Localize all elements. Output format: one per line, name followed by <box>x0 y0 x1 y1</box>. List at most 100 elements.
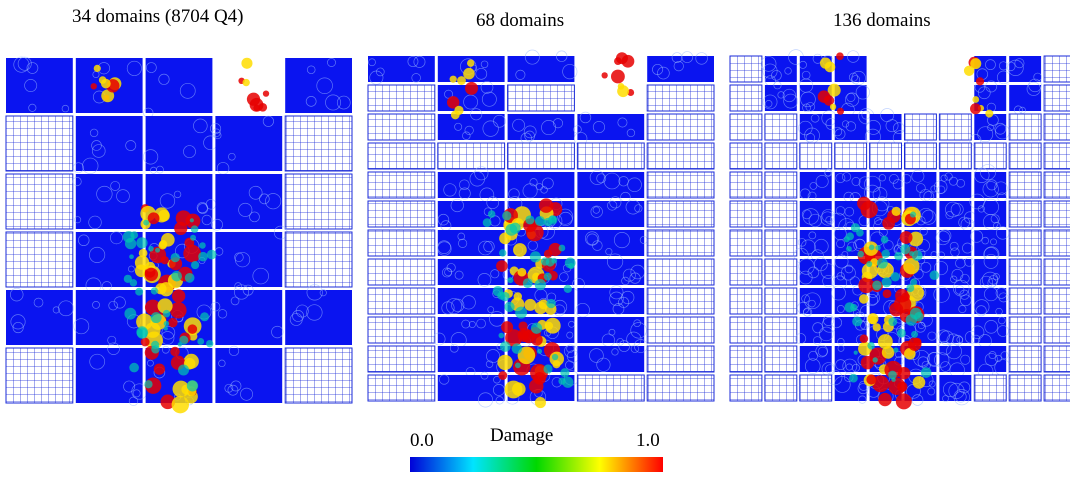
subdomain-intact <box>647 51 714 82</box>
subdomain-intact <box>834 172 872 204</box>
subdomain-mesh <box>576 142 645 170</box>
subdomain-mesh <box>1043 258 1070 286</box>
subdomain-intact <box>72 174 143 230</box>
subdomain-intact <box>974 254 1007 290</box>
subdomain-mesh <box>5 173 74 230</box>
subdomain-mesh <box>507 142 575 170</box>
subdomain-mesh <box>1008 142 1042 170</box>
subdomain-intact <box>1006 56 1043 82</box>
subdomain-mesh <box>367 142 436 170</box>
subdomain-mesh <box>1008 229 1042 257</box>
subdomain-intact <box>577 230 648 256</box>
domain-panel-34 <box>5 56 353 414</box>
subdomain-mesh <box>1043 287 1070 315</box>
subdomain-mesh <box>646 229 715 257</box>
subdomain-intact <box>795 314 838 345</box>
subdomain-intact <box>75 342 148 406</box>
subdomain-intact <box>214 225 288 290</box>
subdomain-intact <box>974 80 1007 113</box>
subdomain-mesh <box>367 84 436 112</box>
subdomain-mesh <box>834 142 868 170</box>
subdomain-mesh <box>938 113 972 141</box>
colorbar-min-label: 0.0 <box>410 430 434 451</box>
subdomain-intact <box>935 229 973 259</box>
subdomain-intact <box>762 81 799 111</box>
subdomain-mesh <box>1008 200 1042 228</box>
subdomain-mesh <box>646 113 715 141</box>
subdomain-mesh <box>764 316 798 344</box>
subdomain-intact <box>827 370 869 404</box>
subdomain-mesh <box>729 287 763 315</box>
subdomain-intact <box>832 108 875 140</box>
subdomain-mesh <box>1043 229 1070 257</box>
subdomain-mesh <box>5 231 74 288</box>
subdomain-mesh <box>5 347 74 404</box>
subdomain-mesh <box>1043 142 1070 170</box>
subdomain-intact <box>936 317 978 348</box>
subdomain-mesh <box>367 258 436 286</box>
subdomain-mesh <box>764 374 798 402</box>
subdomain-mesh <box>973 142 1007 170</box>
subdomain-intact <box>834 50 867 86</box>
subdomain-intact <box>73 116 143 174</box>
subdomain-intact <box>577 170 645 203</box>
subdomain-mesh <box>904 142 937 170</box>
subdomain-mesh <box>367 345 436 373</box>
subdomain-intact <box>799 168 833 201</box>
subdomain-intact <box>368 55 435 85</box>
subdomain-intact <box>970 316 1009 348</box>
subdomain-mesh <box>367 113 436 141</box>
subdomain-intact <box>933 279 972 314</box>
subdomain-intact <box>864 172 903 202</box>
subdomain-mesh <box>1043 55 1070 83</box>
subdomain-intact <box>974 346 1011 380</box>
subdomain-mesh <box>646 316 715 344</box>
subdomain-mesh <box>729 258 763 286</box>
subdomain-mesh <box>1043 200 1070 228</box>
subdomain-mesh <box>646 200 715 228</box>
subdomain-mesh <box>799 374 833 402</box>
subdomain-mesh <box>1043 374 1070 402</box>
subdomain-mesh <box>1008 316 1042 344</box>
subdomain-intact <box>437 259 505 287</box>
subdomain-intact <box>799 344 836 377</box>
subdomain-intact <box>760 49 804 87</box>
subdomain-intact <box>285 284 352 345</box>
damage-zone <box>817 52 994 410</box>
subdomain-intact <box>507 114 575 144</box>
subdomain-mesh <box>284 231 353 288</box>
damage-colorbar <box>410 457 663 472</box>
subdomain-intact <box>437 371 505 408</box>
subdomain-intact <box>575 285 645 318</box>
subdomain-mesh <box>764 142 798 170</box>
subdomain-intact <box>577 317 647 347</box>
subdomain-intact <box>437 230 505 256</box>
subdomain-intact <box>939 375 972 406</box>
subdomain-intact <box>572 253 645 291</box>
subdomain-intact <box>6 56 73 113</box>
subdomain-mesh <box>729 316 763 344</box>
subdomain-intact <box>933 257 974 285</box>
subdomain-intact <box>210 284 284 345</box>
subdomain-intact <box>969 193 1007 230</box>
subdomain-mesh <box>764 113 798 141</box>
subdomain-intact <box>437 108 506 140</box>
subdomain-intact <box>209 115 283 175</box>
subdomain-mesh <box>729 142 763 170</box>
subdomain-intact <box>939 201 977 232</box>
damage-zone <box>90 57 270 414</box>
subdomain-intact <box>143 58 213 119</box>
subdomain-mesh <box>367 200 436 228</box>
subdomain-mesh <box>1043 171 1070 199</box>
subdomain-mesh <box>284 347 353 404</box>
subdomain-mesh <box>437 142 506 170</box>
subdomain-mesh <box>764 258 798 286</box>
subdomain-intact <box>934 341 972 378</box>
subdomain-mesh <box>1008 287 1042 315</box>
subdomain-mesh <box>729 113 763 141</box>
subdomain-intact <box>797 288 832 317</box>
subdomain-intact <box>974 164 1008 203</box>
subdomain-mesh <box>646 345 715 373</box>
subdomain-intact <box>215 345 283 403</box>
subdomain-mesh <box>646 374 715 402</box>
